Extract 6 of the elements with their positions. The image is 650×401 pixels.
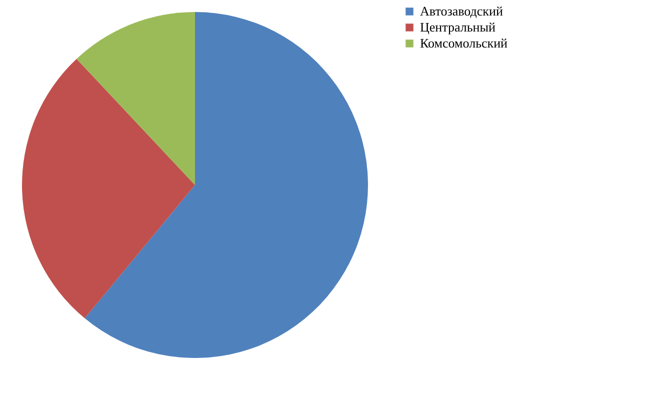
pie-slice [84, 12, 368, 358]
legend-label: Автозаводский [420, 4, 503, 18]
legend-label: Центральный [420, 20, 496, 34]
pie-slice [76, 12, 195, 185]
pie-slice [22, 58, 195, 318]
legend-label: Комсомольский [420, 36, 508, 50]
